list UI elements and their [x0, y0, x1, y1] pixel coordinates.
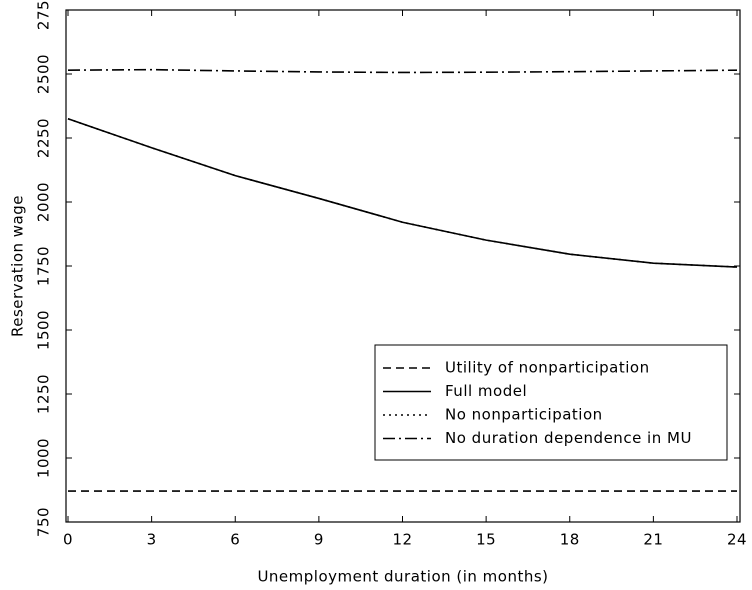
- series-line: [67, 68, 738, 74]
- x-tick-label: 3: [147, 531, 157, 549]
- x-tick-label: 0: [63, 531, 73, 549]
- y-tick-label: 1500: [35, 310, 53, 350]
- legend-label: Utility of nonparticipation: [445, 359, 650, 377]
- x-tick-label: 6: [230, 531, 240, 549]
- x-tick-label: 15: [476, 531, 496, 549]
- y-tick-label: 2500: [35, 54, 53, 94]
- y-tick-label: 1250: [35, 374, 53, 414]
- series-line: [67, 118, 738, 268]
- x-tick-label: 24: [727, 531, 747, 549]
- x-axis-label: Unemployment duration (in months): [257, 568, 548, 586]
- y-axis-label: Reservation wage: [9, 195, 27, 337]
- legend-label: No nonparticipation: [445, 406, 603, 424]
- y-tick-label: 1000: [35, 438, 53, 478]
- x-tick-label: 18: [560, 531, 580, 549]
- y-tick-label: 750: [35, 507, 53, 537]
- y-tick-label: 2250: [35, 118, 53, 158]
- y-tick-label: 2750: [35, 0, 53, 30]
- x-tick-label: 9: [314, 531, 324, 549]
- legend-box: [374, 344, 728, 461]
- y-tick-label: 1750: [35, 246, 53, 286]
- legend-label: Full model: [445, 382, 527, 400]
- x-tick-label: 12: [392, 531, 412, 549]
- series-line: [67, 118, 738, 268]
- legend-label: No duration dependence in MU: [445, 429, 692, 447]
- y-tick-label: 2000: [35, 182, 53, 222]
- x-tick-label: 21: [643, 531, 663, 549]
